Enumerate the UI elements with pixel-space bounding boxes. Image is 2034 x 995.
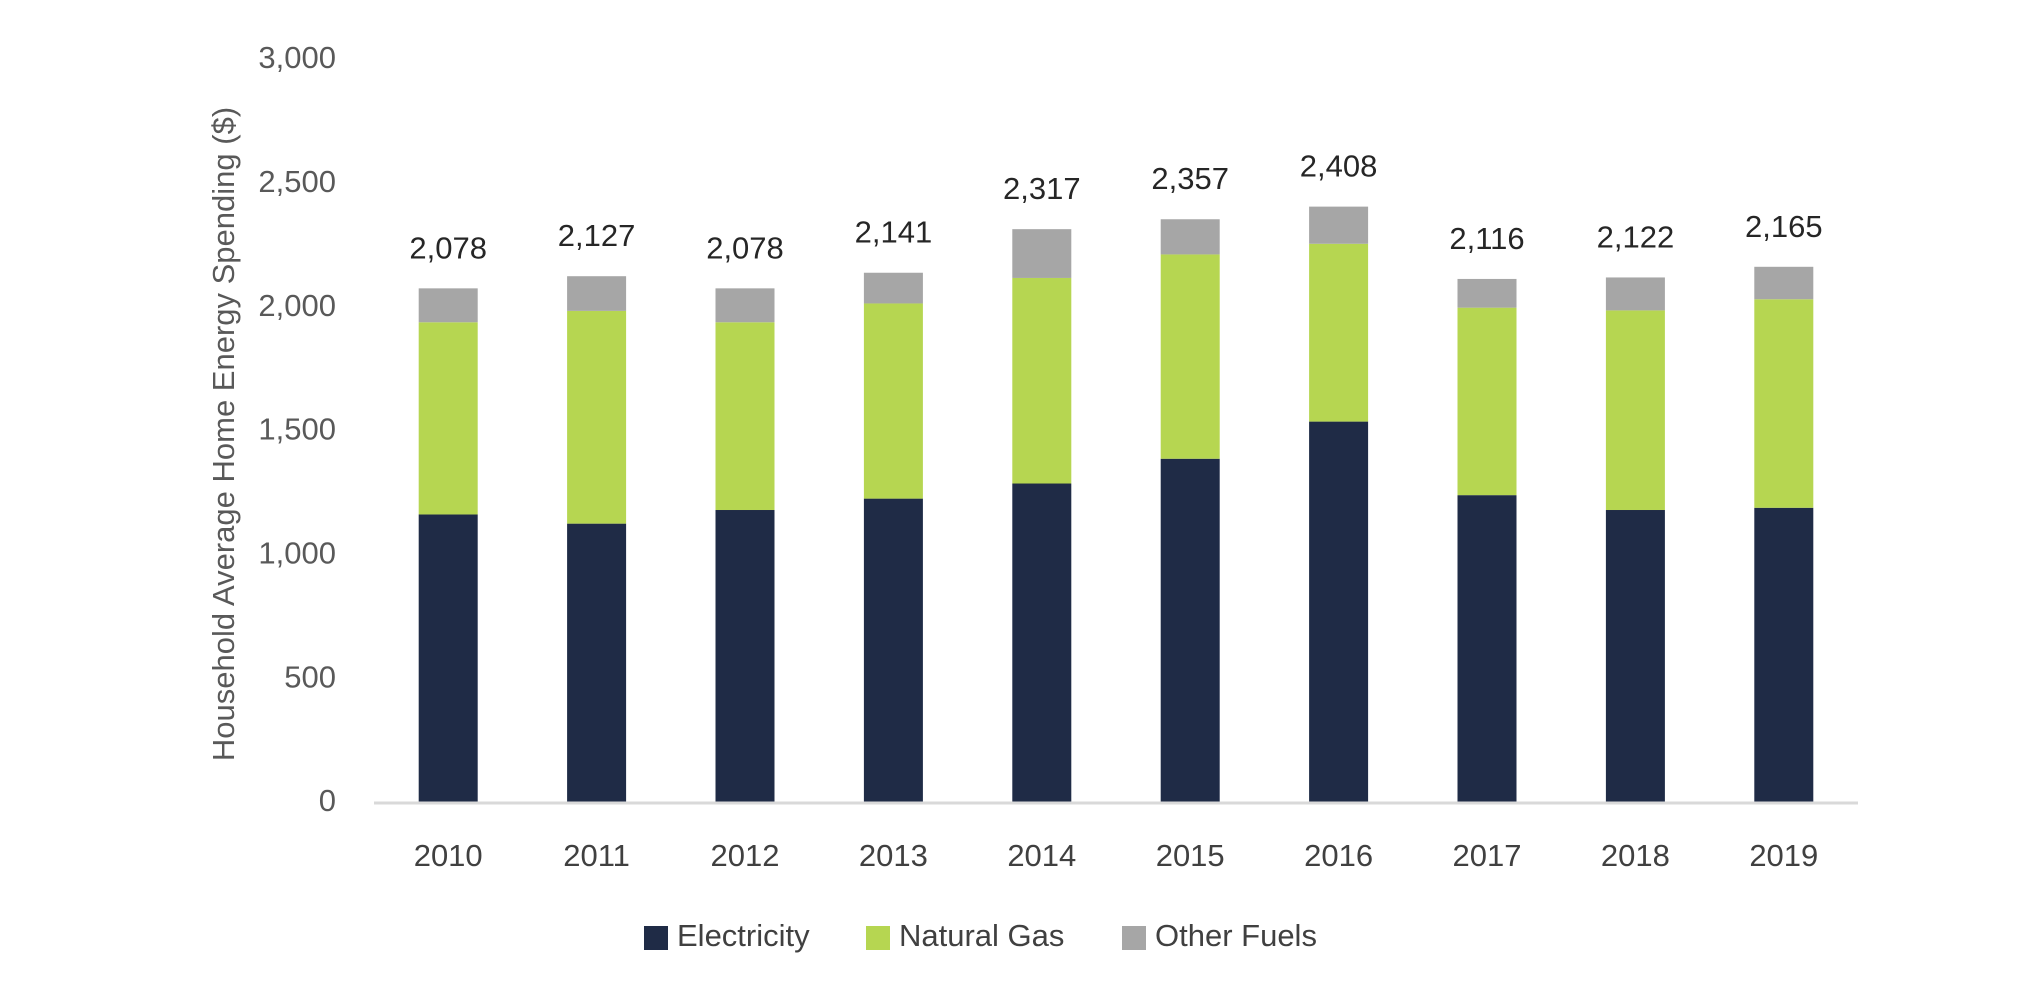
- bar-other-fuels-2010: [418, 288, 478, 323]
- bar-other-fuels-2019: [1754, 266, 1814, 300]
- x-tick-label-2015: 2015: [1156, 838, 1225, 873]
- y-axis-label: Household Average Home Energy Spending (…: [206, 107, 241, 761]
- x-tick-label-2012: 2012: [711, 838, 780, 873]
- bar-natural-gas-2017: [1457, 307, 1517, 496]
- bar-electricity-2011: [567, 523, 627, 803]
- bar-electricity-2017: [1457, 495, 1517, 803]
- bar-other-fuels-2012: [715, 288, 775, 323]
- y-tick-label: 0: [319, 783, 336, 818]
- legend-item-electricity: Electricity: [644, 918, 810, 953]
- bar-natural-gas-2011: [567, 310, 627, 524]
- bar-other-fuels-2014: [1012, 229, 1072, 278]
- y-tick-label: 2,000: [258, 288, 336, 323]
- bar-other-fuels-2018: [1605, 277, 1665, 311]
- bar-electricity-2015: [1160, 458, 1220, 803]
- total-label-2015: 2,357: [1151, 161, 1229, 196]
- legend: Electricity Natural Gas Other Fuels: [644, 918, 1317, 953]
- y-tick-label: 2,500: [258, 164, 336, 199]
- total-label-2014: 2,317: [1003, 171, 1081, 206]
- y-tick-label: 500: [284, 659, 336, 694]
- bar-natural-gas-2015: [1160, 254, 1220, 459]
- bar-other-fuels-2013: [863, 272, 923, 304]
- bar-electricity-2012: [715, 510, 775, 803]
- total-label-2016: 2,408: [1300, 149, 1378, 184]
- y-tick-label: 1,500: [258, 412, 336, 447]
- x-tick-label-2018: 2018: [1601, 838, 1670, 873]
- bar-natural-gas-2018: [1605, 310, 1665, 511]
- total-label-2010: 2,078: [409, 230, 487, 265]
- x-tick-label-2017: 2017: [1453, 838, 1522, 873]
- y-tick-label: 3,000: [258, 40, 336, 75]
- legend-swatch: [644, 926, 668, 950]
- bar-natural-gas-2016: [1309, 243, 1369, 422]
- legend-label: Electricity: [677, 918, 810, 953]
- x-tick-label-2016: 2016: [1304, 838, 1373, 873]
- x-tick-label-2019: 2019: [1749, 838, 1818, 873]
- bar-natural-gas-2013: [863, 303, 923, 499]
- x-tick-label-2011: 2011: [563, 838, 630, 873]
- bar-electricity-2010: [418, 514, 478, 803]
- legend-swatch: [866, 926, 890, 950]
- total-label-2013: 2,141: [855, 215, 933, 250]
- x-tick-label-2014: 2014: [1007, 838, 1076, 873]
- bar-electricity-2013: [863, 498, 923, 803]
- bar-natural-gas-2012: [715, 322, 775, 511]
- total-label-2019: 2,165: [1745, 209, 1823, 244]
- x-tick-label-2013: 2013: [859, 838, 928, 873]
- x-axis-ticks: 2010 2011 2012 2013 2014 2015 2016 2017 2018 2019: [414, 838, 1819, 873]
- bar-other-fuels-2015: [1160, 219, 1220, 255]
- x-tick-label-2010: 2010: [414, 838, 483, 873]
- total-labels: 2,078 2,127 2,078 2,141 2,317 2,357 2,408 2,116…: [409, 149, 1822, 266]
- bar-other-fuels-2016: [1309, 206, 1369, 244]
- total-label-2018: 2,122: [1597, 219, 1675, 254]
- bar-electricity-2014: [1012, 483, 1072, 803]
- bar-natural-gas-2014: [1012, 277, 1072, 484]
- total-label-2012: 2,078: [706, 230, 784, 265]
- total-label-2011: 2,127: [558, 218, 636, 253]
- y-axis-ticks: 0 500 1,000 1,500 2,000 2,500 3,000: [258, 40, 336, 818]
- legend-item-other-fuels: Other Fuels: [1122, 918, 1317, 953]
- legend-item-natural-gas: Natural Gas: [866, 918, 1064, 953]
- bar-series: [418, 206, 1814, 803]
- legend-label: Other Fuels: [1155, 918, 1317, 953]
- bar-other-fuels-2017: [1457, 278, 1517, 308]
- bar-natural-gas-2010: [418, 322, 478, 515]
- bar-natural-gas-2019: [1754, 299, 1814, 508]
- bar-electricity-2018: [1605, 510, 1665, 803]
- legend-swatch: [1122, 926, 1146, 950]
- bar-electricity-2019: [1754, 507, 1814, 803]
- bar-other-fuels-2011: [567, 276, 627, 311]
- legend-label: Natural Gas: [899, 918, 1064, 953]
- bar-electricity-2016: [1309, 421, 1369, 803]
- total-label-2017: 2,116: [1449, 221, 1524, 256]
- y-tick-label: 1,000: [258, 536, 336, 571]
